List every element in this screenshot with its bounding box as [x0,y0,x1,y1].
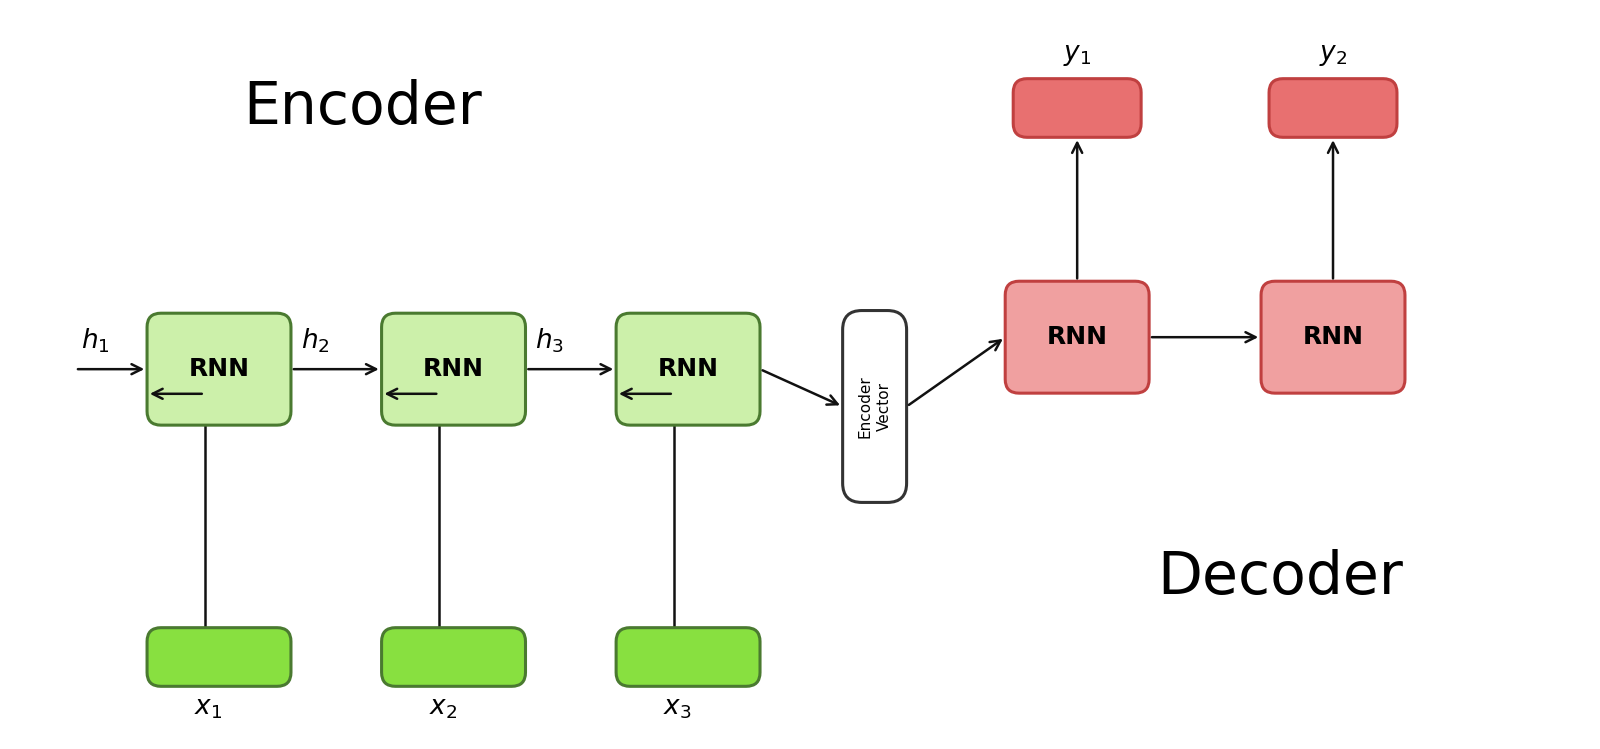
Text: RNN: RNN [1302,325,1363,349]
Text: RNN: RNN [658,357,718,381]
FancyBboxPatch shape [147,313,291,425]
FancyBboxPatch shape [843,311,907,503]
FancyBboxPatch shape [1261,281,1405,393]
FancyBboxPatch shape [381,313,525,425]
FancyBboxPatch shape [147,628,291,686]
Text: $y_1$: $y_1$ [1062,42,1091,68]
Text: Encoder: Encoder [243,79,482,136]
FancyBboxPatch shape [1269,79,1397,137]
Text: $h_2$: $h_2$ [301,327,330,355]
Text: $x_2$: $x_2$ [429,695,458,721]
Text: RNN: RNN [1046,325,1107,349]
FancyBboxPatch shape [1013,79,1141,137]
Text: $x_3$: $x_3$ [662,695,691,721]
FancyBboxPatch shape [616,313,760,425]
Text: $x_1$: $x_1$ [194,695,222,721]
FancyBboxPatch shape [616,628,760,686]
FancyBboxPatch shape [1005,281,1149,393]
FancyBboxPatch shape [381,628,525,686]
Text: RNN: RNN [189,357,250,381]
Text: $y_2$: $y_2$ [1318,42,1347,68]
Text: $h_1$: $h_1$ [82,327,110,355]
Text: Decoder: Decoder [1157,548,1403,605]
Text: RNN: RNN [422,357,485,381]
Text: $h_3$: $h_3$ [534,327,563,355]
Text: Encoder
Vector: Encoder Vector [858,375,891,438]
